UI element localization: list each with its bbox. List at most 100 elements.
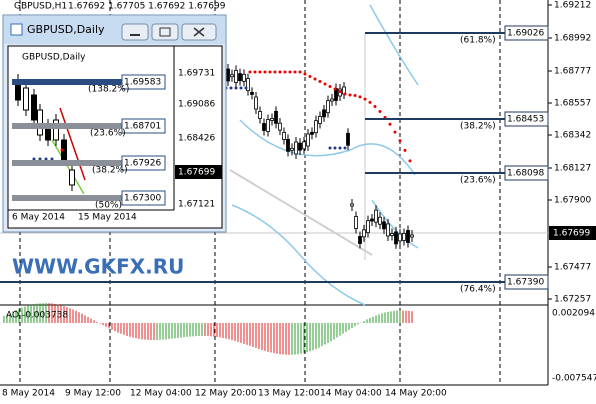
sar-dot (318, 80, 322, 83)
price-label: 1.67257 (554, 295, 591, 305)
sar-dot (368, 100, 372, 104)
candle-body (366, 220, 370, 234)
sar-dot (234, 86, 238, 90)
inset-candle-body (69, 169, 75, 186)
current-price: 1.67699 (553, 229, 590, 239)
trend-line (229, 169, 373, 256)
chart-header: GBPUSD,H1 (14, 2, 67, 12)
sar-dot (373, 104, 377, 108)
candle-body (258, 111, 262, 119)
price-label: 1.68127 (554, 164, 591, 174)
inset-sar-dot (32, 157, 36, 161)
inset-green-line (51, 139, 85, 195)
inset-level-percent: (50%) (95, 201, 122, 211)
sar-dot (398, 139, 402, 143)
price-label: 1.68557 (554, 99, 591, 109)
candle-body (410, 234, 414, 238)
inset-level-price: 1.67926 (124, 159, 161, 169)
candle-body (250, 92, 254, 95)
sar-dot (293, 70, 297, 74)
fib-price-box (504, 25, 549, 41)
candle-body (246, 78, 250, 91)
candle-body (346, 132, 350, 146)
candle-body (286, 138, 290, 152)
sar-dot (358, 95, 362, 99)
sar-dot (253, 70, 257, 74)
minimize-button[interactable] (121, 23, 149, 41)
fib-price-box (504, 111, 549, 127)
candle-body (238, 73, 242, 82)
sar-dot (288, 70, 292, 74)
inset-current-price: 1.67699 (178, 168, 215, 178)
sar-dot (303, 72, 307, 76)
inset-candle-body (53, 119, 59, 141)
fib-percent: (61.8%) (460, 36, 496, 46)
candle-body (370, 218, 374, 222)
candle-body (278, 122, 282, 131)
candle-body (322, 109, 326, 118)
candle-body (270, 118, 274, 121)
candle-body (234, 70, 238, 83)
inset-level-bar (12, 79, 122, 85)
fib-price: 1.68453 (507, 115, 544, 125)
candle-body (318, 116, 322, 124)
sar-dot (393, 130, 397, 134)
candle-body (406, 230, 410, 243)
close-icon (193, 27, 205, 37)
sar-dot (229, 86, 233, 90)
inset-level-price: 1.68701 (124, 122, 161, 132)
inset-current-price-box (175, 165, 222, 179)
candle-body (358, 236, 362, 244)
candle-body (298, 142, 302, 151)
sar-dot (378, 109, 382, 113)
price-label: 1.68342 (554, 131, 591, 141)
price-label: 1.69212 (554, 1, 591, 11)
candle-body (242, 73, 246, 82)
indicator-axis-label: -0.007547 (552, 374, 596, 384)
watermark: WWW.GKFX.RU (12, 255, 184, 279)
envelope-lower (231, 204, 366, 306)
sar-dot (333, 146, 337, 150)
time-label: 12 May 04:00 (130, 389, 192, 399)
fib-percent: (38.2%) (460, 122, 496, 132)
sar-dot (268, 70, 272, 74)
sar-dot (353, 93, 357, 97)
sar-dot (298, 70, 302, 74)
time-label: 9 May 12:00 (65, 389, 121, 399)
candle-body (402, 233, 406, 241)
sar-dot (328, 85, 332, 88)
candle-body (226, 68, 230, 82)
window-icon (10, 23, 23, 36)
inset-level-percent: (138.2%) (88, 85, 129, 95)
current-price-box (549, 226, 596, 240)
candle-body (262, 123, 266, 131)
inset-level-price: 1.69583 (124, 78, 161, 88)
inset-sar-dot (38, 157, 42, 161)
inset-date-label: 15 May 2014 (78, 213, 137, 223)
sar-dot (323, 82, 327, 86)
sar-dot (388, 122, 392, 126)
inset-level-bar (12, 123, 122, 129)
sar-dot (239, 86, 243, 90)
inset-sar-dot (50, 157, 54, 161)
candle-body (274, 110, 278, 124)
candle-body (378, 216, 382, 225)
inset-price-label: 1.67121 (178, 200, 215, 210)
sar-dot (283, 70, 287, 74)
window-title: GBPUSD,Daily (27, 23, 105, 36)
indicator-axis-label: 0.002094 (552, 309, 595, 319)
sar-dot (263, 70, 267, 74)
maximize-button[interactable] (151, 23, 179, 41)
inset-level-box (121, 74, 166, 90)
envelope-upper (369, 4, 419, 86)
candle-body (314, 120, 318, 134)
inset-level-percent: (23.6%) (90, 129, 126, 139)
sar-dot (343, 92, 347, 96)
inset-level-price: 1.67300 (124, 194, 161, 204)
candle-body (302, 141, 306, 150)
sar-dot (338, 90, 342, 93)
sar-dot (313, 77, 317, 81)
time-label: 14 May 04:00 (320, 389, 382, 399)
candle-body (294, 141, 298, 155)
